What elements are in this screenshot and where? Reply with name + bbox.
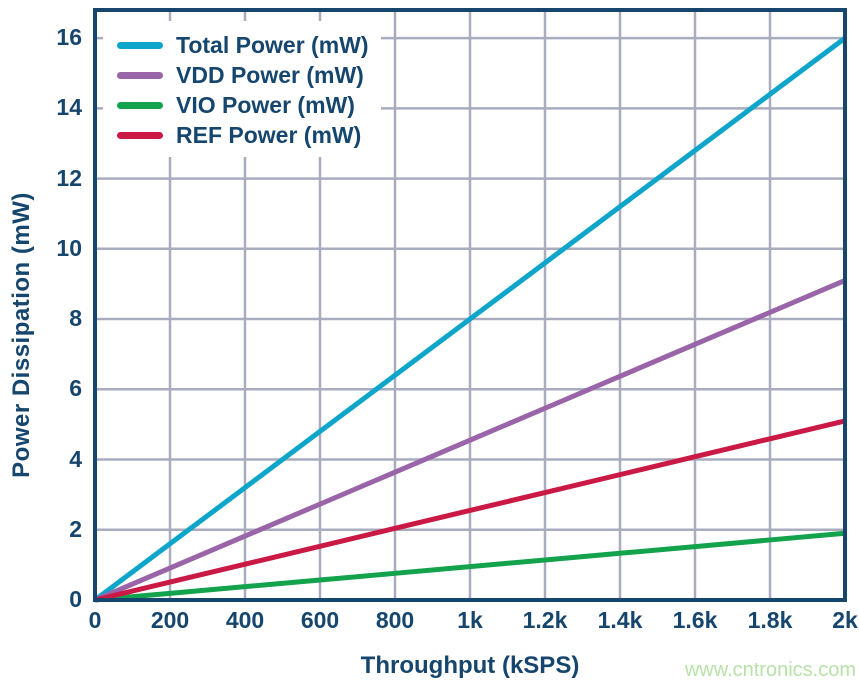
x-tick-label-2k: 2k (832, 607, 858, 633)
legend-label-total: Total Power (mW) (176, 31, 369, 58)
chart-legend: Total Power (mW) VDD Power (mW) VIO Power … (103, 21, 381, 157)
x-tick-label-600: 600 (300, 607, 340, 633)
y-tick-label-2: 2 (69, 515, 82, 542)
y-tick-label-4: 4 (69, 445, 82, 472)
x-tick-label-800: 800 (375, 607, 415, 633)
legend-swatch-vio (117, 101, 163, 109)
x-tick-label-1.8k: 1.8k (747, 607, 793, 633)
y-tick-label-12: 12 (56, 164, 82, 191)
x-tick-label-1k: 1k (457, 607, 483, 633)
series-line-total (93, 36, 847, 603)
y-tick-label-0: 0 (69, 585, 82, 612)
legend-label-vio: VIO Power (mW) (176, 91, 355, 118)
y-tick-label-10: 10 (56, 234, 82, 261)
y-axis-title: Power Dissipation (mW) (8, 192, 35, 478)
y-tick-label-8: 8 (69, 305, 82, 332)
series-line-vio (94, 530, 846, 603)
legend-item-total: Total Power (mW) (117, 30, 369, 60)
x-axis-title: Throughput (kSPS) (360, 652, 580, 679)
y-tick-label-14: 14 (56, 94, 82, 121)
x-tick-label-400: 400 (225, 607, 265, 633)
legend-item-ref: REF Power (mW) (117, 120, 369, 150)
legend-swatch-total (117, 41, 163, 49)
x-tick-label-1.6k: 1.6k (672, 607, 718, 633)
legend-item-vdd: VDD Power (mW) (117, 60, 369, 90)
plot-frame (93, 8, 847, 602)
x-tick-label-200: 200 (150, 607, 190, 633)
x-tick-label-1.4k: 1.4k (597, 607, 643, 633)
legend-swatch-ref (117, 131, 163, 139)
legend-label-ref: REF Power (mW) (176, 121, 362, 148)
x-tick-label-1.2k: 1.2k (522, 607, 568, 633)
y-tick-label-16: 16 (56, 24, 82, 51)
legend-swatch-vdd (117, 71, 163, 79)
x-tick-label-0: 0 (88, 607, 102, 633)
series-line-vdd (94, 278, 846, 603)
series-line-ref (94, 418, 846, 603)
y-tick-label-6: 6 (69, 375, 82, 402)
legend-label-vdd: VDD Power (mW) (176, 61, 364, 88)
watermark-text: www.cntronics.com (684, 659, 856, 681)
legend-item-vio: VIO Power (mW) (117, 90, 369, 120)
